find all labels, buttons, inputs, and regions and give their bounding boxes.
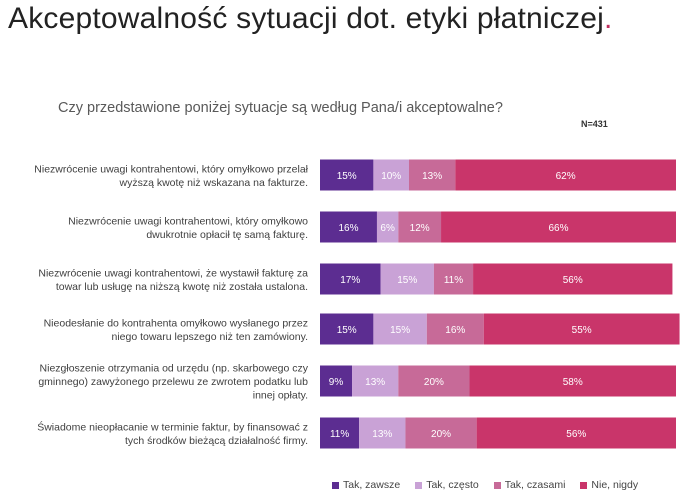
data-label: 58% <box>563 377 583 388</box>
legend-label: Tak, zawsze <box>343 479 401 491</box>
chart-legend: Tak, zawsze Tak, często Tak, czasami Nie, n… <box>332 479 638 491</box>
bar-segment <box>473 263 673 295</box>
category-label: Niezwrócenie uwagi kontrahentowi, że wys… <box>38 267 308 279</box>
page-title-text: Akceptowalność sytuacji dot. etyki płatn… <box>8 2 604 35</box>
data-label: 13% <box>365 377 385 388</box>
legend-swatch <box>580 481 588 489</box>
data-label: 56% <box>563 275 583 286</box>
category-label: gminnego) zawyżonego przelewu ze zwrotem… <box>38 376 308 388</box>
bar-segment <box>320 313 374 345</box>
bar-segment <box>376 211 399 243</box>
category-label: Świadome nieopłacanie w terminie faktur,… <box>37 420 308 433</box>
bar-segment <box>320 417 360 449</box>
bar-segment <box>426 313 484 345</box>
legend-label: Nie, nigdy <box>591 479 639 491</box>
bar-segment <box>359 417 406 449</box>
data-label: 20% <box>431 429 451 440</box>
title-dot: . <box>603 2 613 35</box>
bar-segment <box>398 365 470 397</box>
bar-segment <box>441 211 676 243</box>
bar-segment <box>380 263 434 295</box>
data-label: 12% <box>410 223 430 234</box>
bar-segment <box>352 365 399 397</box>
data-label: 15% <box>397 275 417 286</box>
data-label: 13% <box>422 171 442 182</box>
legend-swatch <box>332 481 339 489</box>
bar-segment <box>320 159 374 191</box>
data-label: 15% <box>390 325 410 336</box>
bar-segment <box>320 365 353 397</box>
data-label: 16% <box>338 223 358 234</box>
bar-segment <box>373 313 427 345</box>
data-label: 15% <box>337 325 357 336</box>
bar-segment <box>476 417 676 449</box>
category-label: towar lub usługę na niższą kwotę niż zos… <box>56 281 308 293</box>
bar-segment <box>405 417 477 449</box>
data-label: 6% <box>380 223 395 234</box>
data-label: 15% <box>337 171 357 182</box>
data-label: 66% <box>549 223 569 234</box>
bar-segment <box>433 263 474 295</box>
category-label: Nieodesłanie do kontrahenta omyłkowo wys… <box>44 317 308 329</box>
legend-swatch <box>493 481 501 489</box>
category-label: wyższą kwotę niż wskazana na fakturze. <box>119 177 309 189</box>
sample-size-label: N=431 <box>581 119 608 129</box>
data-label: 11% <box>444 275 463 286</box>
bar-segment <box>320 211 377 243</box>
bar-segment <box>409 159 456 191</box>
data-label: 56% <box>566 429 586 440</box>
data-label: 10% <box>381 171 401 182</box>
page-title: Akceptowalność sytuacji dot. etyki płatn… <box>8 2 613 36</box>
legend-item: Tak, często <box>415 479 479 491</box>
category-label: innej opłaty. <box>253 390 308 402</box>
category-label: Niezwrócenie uwagi kontrahentowi, który … <box>34 163 308 175</box>
data-label: 20% <box>424 377 444 388</box>
data-label: 16% <box>445 325 465 336</box>
data-label: 17% <box>340 275 360 286</box>
data-label: 13% <box>372 429 392 440</box>
category-label: Niezwrócenie uwagi kontrahentowi, który … <box>68 215 308 227</box>
data-label: 62% <box>556 171 576 182</box>
category-label: niego towaru lepszego niż ten zamówiony. <box>111 331 308 343</box>
category-label: dwukrotnie opłacił tę samą fakturę. <box>146 229 308 241</box>
bar-segment <box>455 159 676 191</box>
bar-segment <box>320 263 381 295</box>
category-label: Niezgłoszenie otrzymania od urzędu (np. … <box>40 363 309 375</box>
legend-item: Tak, zawsze <box>332 479 400 491</box>
legend-item: Nie, nigdy <box>580 479 638 491</box>
data-label: 55% <box>572 325 592 336</box>
data-label: 11% <box>330 429 349 440</box>
data-label: 9% <box>329 377 344 388</box>
bar-segment <box>398 211 442 243</box>
bar-segment <box>469 365 676 397</box>
legend-swatch <box>415 481 423 489</box>
legend-item: Tak, czasami <box>493 479 566 491</box>
bar-segment <box>373 159 409 191</box>
legend-label: Tak, często <box>426 479 479 491</box>
bar-segment <box>483 313 680 345</box>
category-label: tych środków bieżącą działalność firmy. <box>125 435 308 447</box>
chart-subtitle: Czy przedstawione poniżej sytuacje są we… <box>58 100 503 116</box>
legend-label: Tak, czasami <box>504 479 566 491</box>
